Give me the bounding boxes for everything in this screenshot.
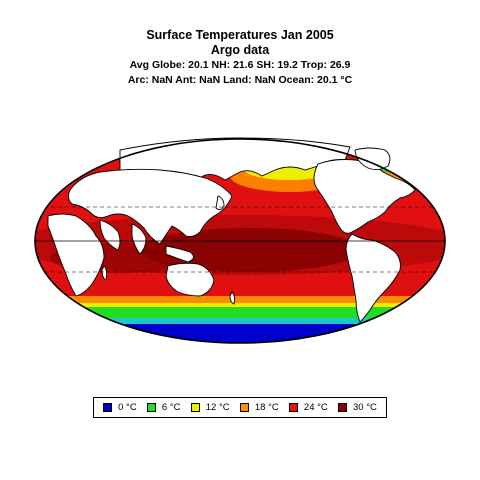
legend-label: 30 °C xyxy=(353,402,377,413)
graticule xyxy=(35,206,445,273)
legend-label: 18 °C xyxy=(254,402,279,413)
map-title: Surface Temperatures Jan 2005 xyxy=(146,28,334,42)
legend-item: 30 °C xyxy=(338,402,377,413)
indonesia xyxy=(165,245,194,263)
legend-swatch xyxy=(190,403,200,412)
title-block: Surface Temperatures Jan 2005 Argo data … xyxy=(0,28,480,88)
map-frame xyxy=(34,138,446,344)
legend-swatch xyxy=(338,403,348,412)
legend-swatch xyxy=(239,403,249,412)
legend-swatch xyxy=(103,403,113,412)
arabia-india xyxy=(99,219,121,251)
legend-label: 0 °C xyxy=(118,402,137,413)
legend-item: 0 °C xyxy=(103,402,137,413)
legend-label: 24 °C xyxy=(303,402,328,413)
stats-line-2: Arc: NaN Ant: NaN Land: NaN Ocean: 20.1 … xyxy=(127,74,353,86)
south-america xyxy=(345,233,401,323)
land-masses xyxy=(47,137,416,323)
stats-line-1: Avg Globe: 20.1 NH: 21.6 SH: 19.2 Trop: … xyxy=(129,59,351,71)
madagascar xyxy=(101,265,108,281)
africa xyxy=(47,213,105,297)
legend-swatch xyxy=(288,403,298,412)
legend-label: 12 °C xyxy=(205,402,230,413)
legend-swatch xyxy=(146,403,156,412)
legend-item: 24 °C xyxy=(288,402,328,413)
legend-label: 6 °C xyxy=(161,402,181,413)
new-zealand xyxy=(229,291,236,305)
north-america xyxy=(313,159,416,234)
legend-item: 12 °C xyxy=(190,402,230,413)
color-legend: 0 °C 6 °C 12 °C 18 °C 24 °C 30 °C xyxy=(93,397,387,418)
australia xyxy=(165,262,215,297)
legend-item: 18 °C xyxy=(239,402,279,413)
indian-subcontinent xyxy=(131,223,147,255)
map-subtitle: Argo data xyxy=(210,43,270,57)
japan xyxy=(215,195,225,211)
legend-item: 6 °C xyxy=(146,402,181,413)
eurasia xyxy=(67,168,233,245)
greenland xyxy=(354,147,391,171)
